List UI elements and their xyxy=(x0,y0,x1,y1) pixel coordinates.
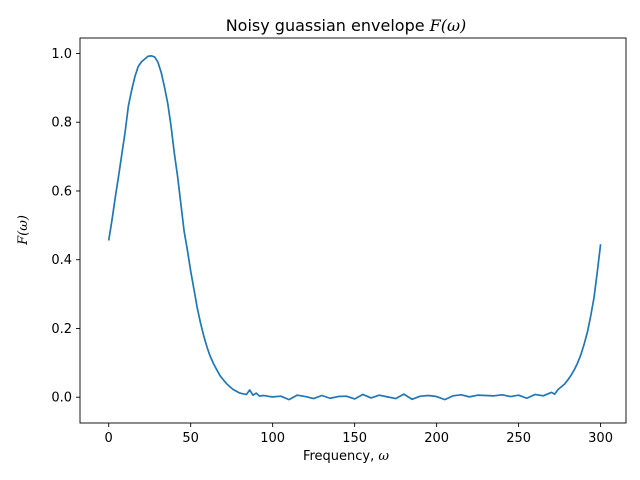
chart-title: Noisy guassian envelope F(ω) xyxy=(226,16,467,35)
x-tick-label: 250 xyxy=(506,431,531,446)
series-line xyxy=(107,55,602,401)
plot-area xyxy=(79,37,627,424)
x-tick-label: 0 xyxy=(105,431,113,446)
y-tick-label: 0.6 xyxy=(51,184,72,199)
x-tick-label: 50 xyxy=(182,431,199,446)
y-axis-ticks: 0.0 0.2 0.4 0.6 0.8 1.0 xyxy=(51,47,80,406)
x-tick-label: 200 xyxy=(424,431,449,446)
y-tick-label: 0.4 xyxy=(51,253,72,268)
y-tick-label: 0.0 xyxy=(51,391,72,406)
y-tick-label: 1.0 xyxy=(51,47,72,62)
y-axis-label: F(ω) xyxy=(16,215,31,246)
y-tick-label: 0.2 xyxy=(51,322,72,337)
x-axis-ticks: 0 50 100 150 200 250 300 xyxy=(105,423,613,446)
y-tick-label: 0.8 xyxy=(51,116,72,131)
x-tick-label: 300 xyxy=(588,431,613,446)
x-tick-label: 100 xyxy=(260,431,285,446)
x-tick-label: 150 xyxy=(342,431,367,446)
x-axis-label: Frequency, ω xyxy=(303,449,389,464)
